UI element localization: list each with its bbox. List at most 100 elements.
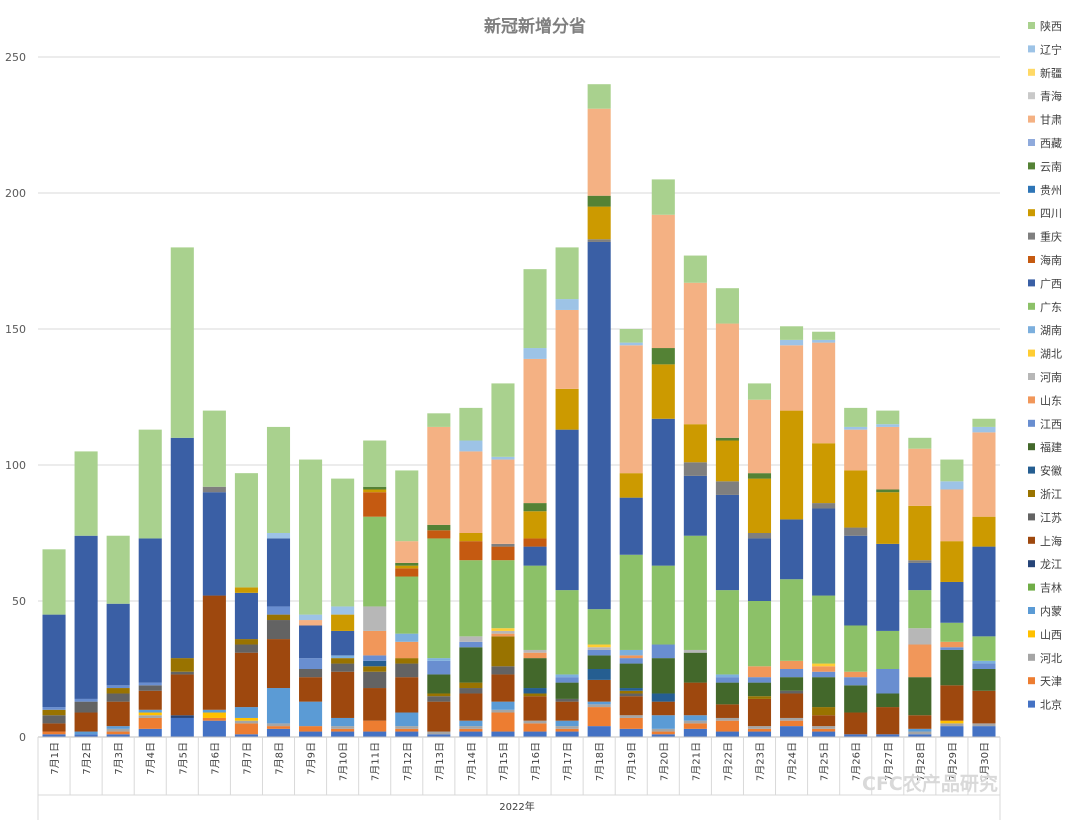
bar-segment-山东: [619, 655, 643, 659]
bar-segment-天津: [202, 717, 226, 721]
bar-segment-广西: [683, 475, 707, 536]
bar-segment-广西: [940, 581, 964, 623]
bar-segment-云南: [523, 503, 547, 512]
bar-segment-江西: [972, 663, 996, 669]
bar-segment-海南: [363, 492, 387, 517]
bar-segment-江西: [42, 707, 66, 710]
bar-segment-山东: [747, 666, 772, 678]
x-tick-label: 7月30日: [979, 742, 991, 781]
legend-label: 陕西: [1040, 19, 1062, 33]
bar-segment-福建: [747, 682, 772, 697]
legend-item: 内蒙: [1028, 604, 1062, 618]
bar-segment-甘肃: [747, 399, 772, 474]
bar-segment-甘肃: [908, 448, 932, 506]
x-tick-label: 7月20日: [658, 742, 670, 781]
legend-swatch: [1028, 232, 1035, 240]
bar-segment-陕西: [459, 407, 483, 441]
bar-segment-陕西: [876, 410, 900, 425]
legend-label: 安徽: [1040, 464, 1062, 478]
bar-segment-辽宁: [523, 348, 547, 359]
bar-segment-海南: [491, 546, 515, 561]
legend-item: 重庆: [1028, 230, 1062, 244]
x-tick-label: 7月7日: [241, 742, 253, 775]
bar-segment-陕西: [42, 549, 66, 615]
bar-segment-辽宁: [619, 342, 643, 346]
bar-segment-内蒙: [908, 728, 932, 732]
bar-segment-广西: [651, 418, 675, 566]
x-tick-label: 7月6日: [209, 742, 221, 775]
bar-segment-江苏: [331, 663, 355, 672]
bar-segment-天津: [523, 723, 547, 732]
bar-segment-江西: [812, 671, 836, 678]
bar-segment-上海: [523, 696, 547, 721]
bar-segment-甘肃: [940, 489, 964, 542]
legend-item: 湖北: [1028, 348, 1062, 361]
legend-swatch: [1028, 209, 1035, 217]
x-tick-label: 7月19日: [626, 742, 638, 781]
legend-item: 辽宁: [1028, 42, 1062, 56]
bar-segment-天津: [138, 717, 162, 729]
bar-segment-广东: [940, 622, 964, 642]
bar-segment-广东: [619, 554, 643, 650]
bar-segment-广西: [747, 538, 772, 601]
bar-segment-上海: [74, 712, 98, 732]
legend-swatch: [1028, 536, 1035, 544]
bar-segment-山东: [780, 660, 804, 669]
bar-segment-江西: [619, 658, 643, 664]
bar-segment-四川: [940, 541, 964, 582]
bar-segment-山东: [844, 671, 868, 678]
x-axis: 7月1日 7月2日 7月3日 7月4日 7月5日 7月6日 7月7日 7月8日 7月9日 7月10…: [37, 736, 1001, 820]
bar-segment-河北: [138, 715, 162, 718]
bar-segment-重庆: [202, 486, 226, 493]
bar-segment-云南: [876, 489, 900, 493]
bar-segment-河北: [972, 723, 996, 727]
bar-segment-甘肃: [812, 342, 836, 444]
bar-segment-天津: [266, 726, 291, 729]
bar-segment-江西: [844, 677, 868, 686]
legend-item: 浙江: [1028, 488, 1062, 501]
bar-segment-内蒙: [202, 709, 226, 713]
legend-label: 贵州: [1040, 184, 1062, 197]
bar-segment-江苏: [619, 693, 643, 697]
legend-swatch: [1028, 22, 1035, 29]
bar-segment-广西: [715, 494, 739, 591]
bar-segment-天津: [747, 728, 772, 732]
bar-segment-浙江: [427, 693, 451, 697]
legend-label: 新疆: [1040, 66, 1062, 80]
legend-swatch: [1028, 279, 1035, 287]
bar-segment-陕西: [299, 459, 323, 615]
bar-segment-河北: [619, 715, 643, 718]
bar-segment-北京: [619, 728, 643, 737]
bar-segment-广东: [747, 601, 772, 667]
bar-segment-北京: [651, 734, 675, 737]
legend-item: 青海: [1028, 89, 1062, 103]
bar-segment-上海: [266, 639, 291, 689]
bar-segment-江苏: [395, 663, 419, 678]
x-tick-label: 7月4日: [145, 742, 157, 775]
bar-segment-陕西: [363, 440, 387, 487]
bar-segment-江苏: [266, 620, 291, 640]
legend-label: 甘肃: [1040, 114, 1062, 127]
bar-segment-天津: [106, 731, 130, 735]
bar-segment-上海: [395, 677, 419, 713]
bar-segment-福建: [683, 652, 707, 683]
bar-segment-云南: [651, 348, 675, 365]
bar-segment-福建: [780, 677, 804, 691]
legend-item: 陕西: [1028, 19, 1062, 33]
bar-segment-辽宁: [940, 481, 964, 490]
bar-segment-江西: [138, 682, 162, 686]
legend-swatch: [1028, 373, 1035, 380]
bar-segment-天津: [812, 728, 836, 732]
bar-segment-广东: [459, 560, 483, 637]
bar-segment-江西: [940, 647, 964, 650]
legend-swatch: [1028, 607, 1035, 614]
bar-segment-湖南: [619, 649, 643, 656]
bar-segment-上海: [427, 701, 451, 732]
bar-segment-安徽: [587, 669, 611, 680]
bar-segment-陕西: [523, 269, 547, 349]
bar-segment-四川: [683, 424, 707, 463]
bar-segment-北京: [106, 734, 130, 737]
bar-segment-天津: [587, 707, 611, 727]
bar-segment-北京: [491, 731, 515, 737]
bar-segment-广西: [138, 538, 162, 683]
